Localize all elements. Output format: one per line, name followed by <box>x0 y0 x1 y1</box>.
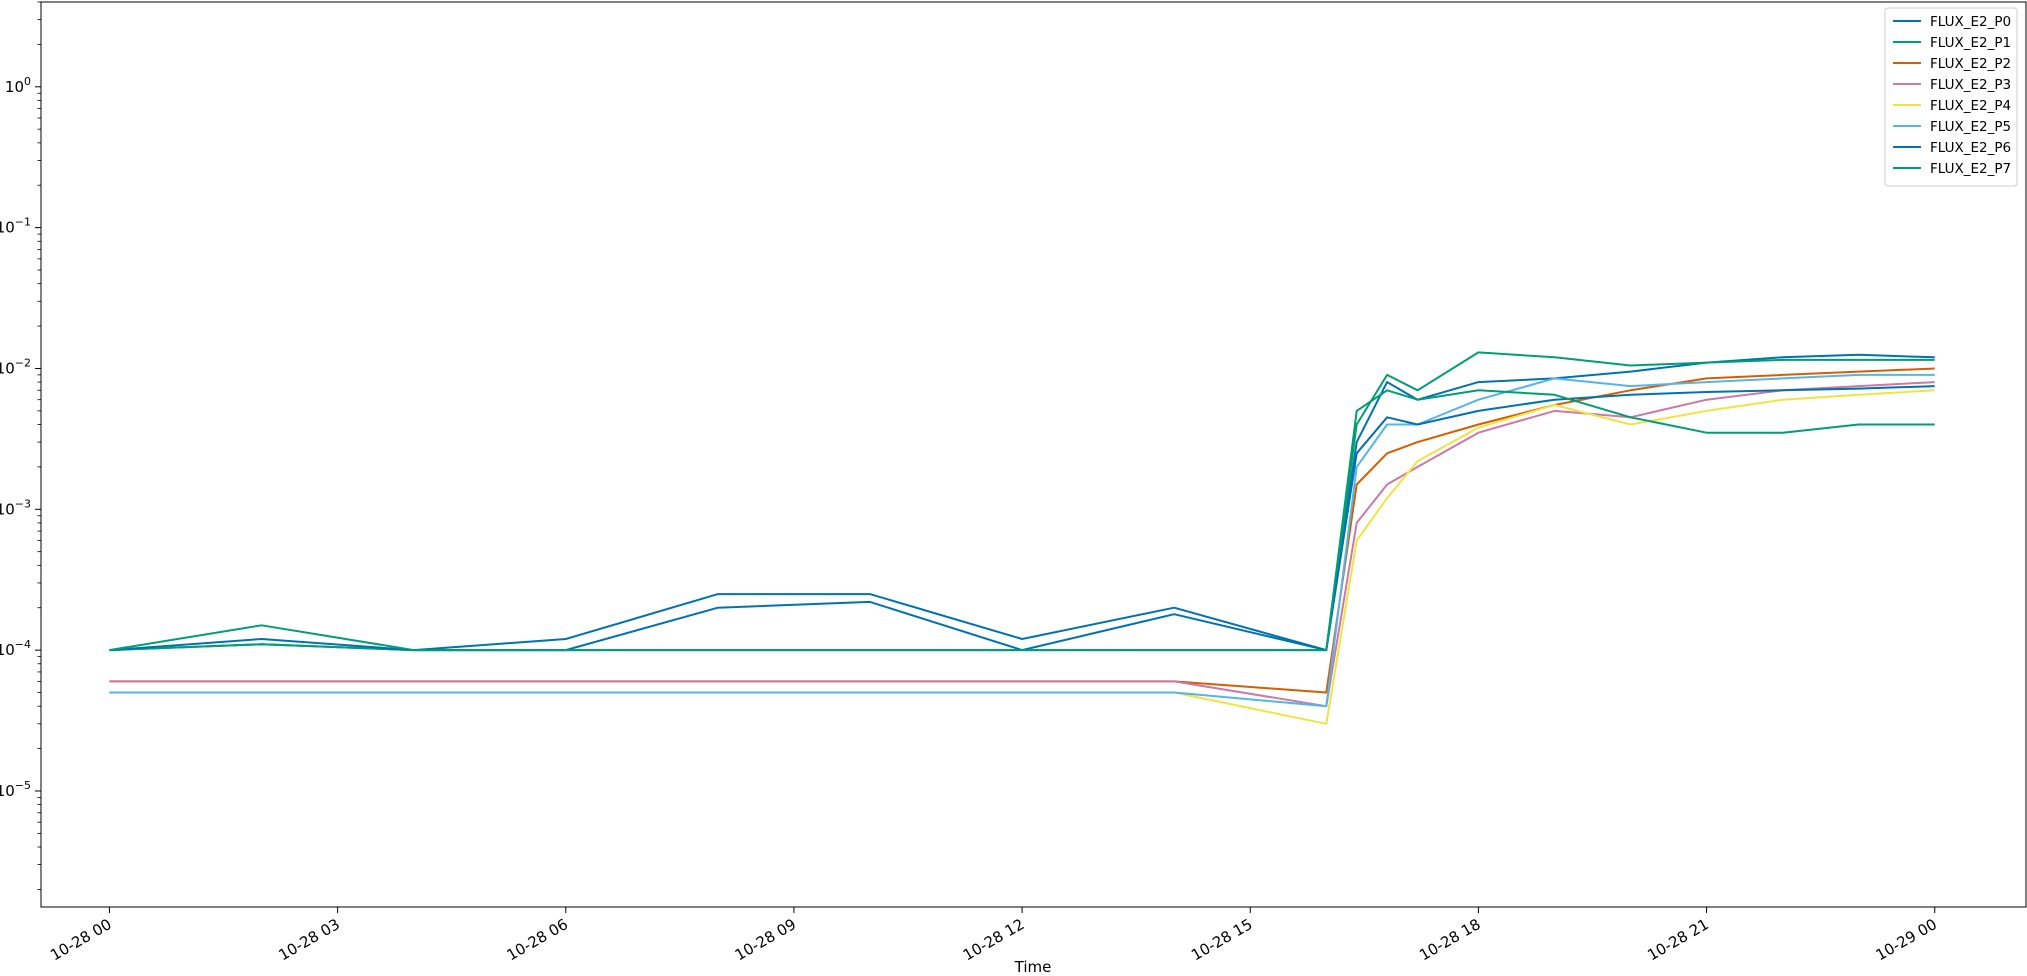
x-tick-label: 10-28 21 <box>1644 915 1711 964</box>
x-tick-label: 10-29 00 <box>1873 915 1940 964</box>
x-tick-label: 10-28 00 <box>47 915 114 964</box>
x-tick-label: 10-28 03 <box>275 915 342 964</box>
legend-label: FLUX_E2_P3 <box>1930 77 2011 93</box>
plot-background <box>41 2 2026 907</box>
x-tick-label: 10-28 12 <box>960 915 1027 964</box>
x-tick-label: 10-28 09 <box>732 915 799 964</box>
series-line-flux-e2-p3 <box>109 381 1935 708</box>
y-tick-label: 10−1 <box>0 216 31 237</box>
series-line-flux-e2-p7 <box>109 389 1935 652</box>
legend-label: FLUX_E2_P6 <box>1930 140 2011 156</box>
x-tick-label: 10-28 06 <box>504 915 571 964</box>
legend-box <box>1884 7 2018 187</box>
legend-label: FLUX_E2_P4 <box>1930 98 2011 114</box>
y-tick-label: 10−3 <box>0 497 31 518</box>
legend-label: FLUX_E2_P0 <box>1930 14 2011 30</box>
series-layer <box>109 351 1935 725</box>
legend-label: FLUX_E2_P5 <box>1930 119 2011 135</box>
y-tick-label: 10−2 <box>0 356 31 377</box>
series-line-flux-e2-p6 <box>109 385 1935 652</box>
legend: FLUX_E2_P0 FLUX_E2_P1 FLUX_E2_P2 FLUX_E2_P3… <box>1884 7 2018 187</box>
x-tick-label: 10-28 18 <box>1416 915 1483 964</box>
y-tick-label: 100 <box>5 75 31 96</box>
legend-label: FLUX_E2_P7 <box>1930 161 2011 177</box>
x-tick-label: 10-28 15 <box>1188 915 1255 964</box>
plot-frame <box>40 1 2027 908</box>
y-tick-label: 10−4 <box>0 638 31 659</box>
legend-label: FLUX_E2_P2 <box>1930 56 2011 72</box>
y-tick-label: 10−5 <box>0 779 31 800</box>
series-line-flux-e2-p5 <box>109 373 1935 708</box>
legend-label: FLUX_E2_P1 <box>1930 35 2011 51</box>
x-axis-title: Time <box>1014 958 1052 976</box>
